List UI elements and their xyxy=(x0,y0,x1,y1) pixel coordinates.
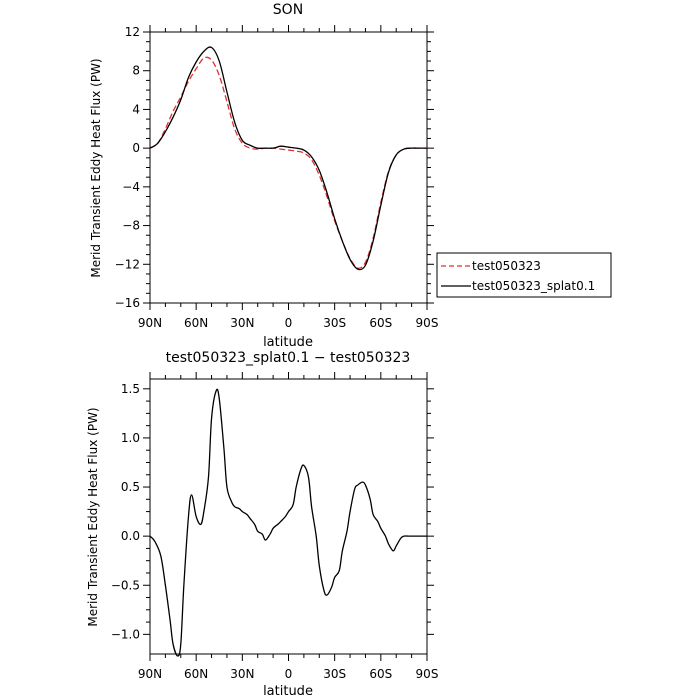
bottom-x-tick-label: 90S xyxy=(416,667,439,681)
bottom-x-tick-label: 30S xyxy=(323,667,346,681)
top-x-tick-label: 0 xyxy=(285,316,293,330)
bottom-x-tick-label: 0 xyxy=(285,667,293,681)
bottom-x-tick-label: 60N xyxy=(184,667,208,681)
legend: test050323 test050323_splat0.1 xyxy=(436,252,612,298)
bottom-title: test050323_splat0.1 − test050323 xyxy=(166,350,411,366)
bottom-y-axis-label: Merid Transient Eddy Heat Flux (PW) xyxy=(86,407,100,626)
legend-box xyxy=(436,252,612,298)
top-x-tick-label: 90S xyxy=(416,316,439,330)
bottom-y-tick-label: 0.0 xyxy=(121,529,140,543)
top-x-tick-label: 60S xyxy=(369,316,392,330)
bottom-y-tick-label: 0.5 xyxy=(121,480,140,494)
top-x-tick-label: 60N xyxy=(184,316,208,330)
top-y-tick-label: 0 xyxy=(132,141,140,155)
top-x-axis: 90N 60N 30N 0 30S 60S 90S xyxy=(138,25,439,330)
bottom-y-tick-label: −0.5 xyxy=(111,578,140,592)
bottom-plot-frame xyxy=(149,378,428,655)
top-y-tick-label: 4 xyxy=(132,102,140,116)
top-y-tick-label: −16 xyxy=(115,296,140,310)
top-y-axis-label: Merid Transient Eddy Heat Flux (PW) xyxy=(89,58,103,277)
top-series-line-test050323-splat0-1 xyxy=(149,46,427,271)
bottom-y-tick-label: 1.5 xyxy=(121,382,140,396)
bottom-x-tick-label: 30N xyxy=(230,667,254,681)
bottom-y-axis: 1.5 1.0 0.5 0.0 −0.5 −1.0 xyxy=(111,382,434,641)
top-y-tick-label: −12 xyxy=(115,257,140,271)
top-x-tick-label: 90N xyxy=(138,316,162,330)
top-y-tick-label: −8 xyxy=(122,219,140,233)
bottom-panel: test050323_splat0.1 − test050323 1.5 1.0 0… xyxy=(86,350,438,699)
bottom-y-tick-label: −1.0 xyxy=(111,627,140,641)
bottom-x-axis: 90N 60N 30N 0 30S 60S 90S xyxy=(138,372,439,681)
bottom-x-tick-label: 90N xyxy=(138,667,162,681)
legend-label-test050323-splat: test050323_splat0.1 xyxy=(472,279,595,293)
top-x-axis-label: latitude xyxy=(263,335,313,350)
bottom-series-group xyxy=(149,388,427,657)
legend-label-test050323: test050323 xyxy=(472,259,541,273)
bottom-series-line-difference xyxy=(149,388,427,657)
top-x-tick-label: 30S xyxy=(323,316,346,330)
bottom-x-axis-label: latitude xyxy=(263,684,313,699)
top-series-line-test050323 xyxy=(149,56,427,269)
top-y-tick-label: 12 xyxy=(125,25,140,39)
top-title: SON xyxy=(273,2,303,18)
top-plot-frame xyxy=(149,31,428,304)
top-y-tick-label: −4 xyxy=(122,180,140,194)
top-y-axis: 12 8 4 0 −4 −8 −12 −16 xyxy=(115,25,434,310)
bottom-x-tick-label: 60S xyxy=(369,667,392,681)
top-series-group xyxy=(149,46,427,271)
top-x-tick-label: 30N xyxy=(230,316,254,330)
bottom-y-tick-label: 1.0 xyxy=(121,431,140,445)
top-y-tick-label: 8 xyxy=(132,64,140,78)
